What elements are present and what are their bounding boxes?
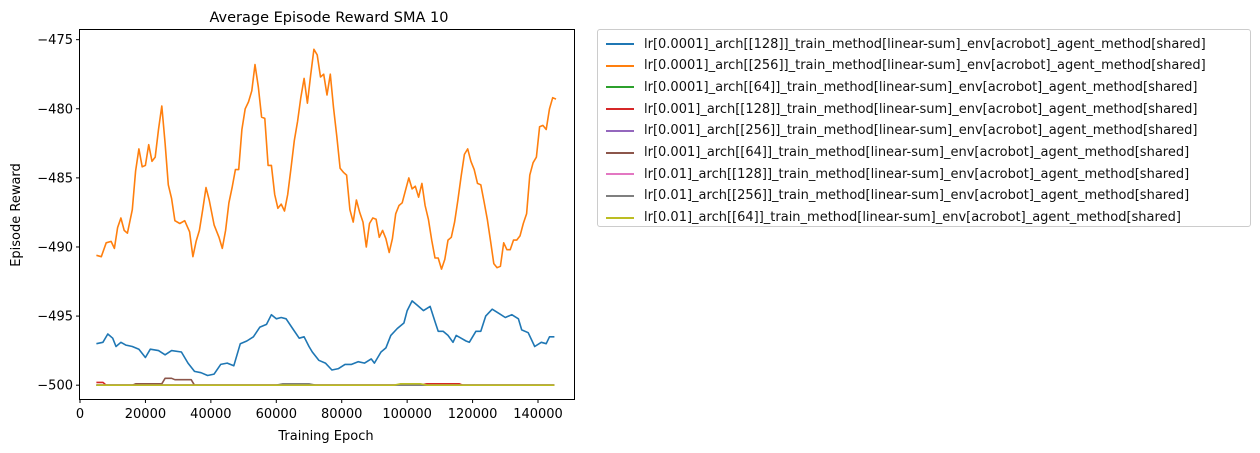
legend-swatch-7 — [606, 194, 634, 197]
legend-entry-8: lr[0.01]_arch[[64]]_train_method[linear-… — [606, 208, 1181, 228]
y-tick-label-2: −490 — [37, 240, 73, 255]
legend-label-5: lr[0.001]_arch[[64]]_train_method[linear… — [644, 145, 1190, 160]
legend-swatch-6 — [606, 173, 634, 176]
x-tick-label-6: 120000 — [448, 407, 498, 422]
legend-swatch-5 — [606, 151, 634, 154]
legend-swatch-1 — [606, 64, 634, 67]
legend-entry-4: lr[0.001]_arch[[256]]_train_method[linea… — [606, 121, 1197, 141]
legend-label-2: lr[0.0001]_arch[[64]]_train_method[linea… — [644, 79, 1198, 95]
x-tick-label-3: 60000 — [256, 407, 297, 422]
series-line-0 — [96, 300, 555, 377]
chart-legend: lr[0.0001]_arch[[128]]_train_method[line… — [597, 29, 1251, 227]
legend-entry-2: lr[0.0001]_arch[[64]]_train_method[linea… — [606, 77, 1197, 97]
legend-entry-1: lr[0.0001]_arch[[256]]_train_method[line… — [606, 56, 1206, 76]
x-tick-label-4: 80000 — [321, 407, 362, 422]
series-line-8 — [96, 382, 555, 387]
x-tick-label-2: 40000 — [190, 407, 231, 422]
legend-label-8: lr[0.01]_arch[[64]]_train_method[linear-… — [644, 210, 1181, 226]
y-axis-ticks: −500 −495 −490 −485 −480 −475 — [37, 33, 80, 394]
y-axis-label: Episode Reward — [9, 163, 24, 267]
x-axis-label: Training Epoch — [277, 429, 373, 444]
x-tick-label-7: 140000 — [513, 407, 563, 422]
y-tick-label-1: −495 — [37, 310, 73, 325]
series-line-1 — [96, 48, 557, 270]
chart-title: Average Episode Reward SMA 10 — [209, 10, 448, 26]
plot-frame — [79, 29, 575, 400]
y-tick-label-0: −500 — [37, 379, 73, 394]
legend-label-6: lr[0.01]_arch[[128]]_train_method[linear… — [644, 166, 1190, 182]
x-tick-label-0: 0 — [76, 407, 84, 422]
y-tick-label-4: −480 — [37, 102, 73, 117]
legend-label-4: lr[0.001]_arch[[256]]_train_method[linea… — [644, 123, 1198, 139]
series-line-5 — [96, 377, 555, 387]
legend-swatch-3 — [606, 108, 634, 111]
y-tick-label-5: −475 — [37, 33, 73, 48]
x-axis-ticks: 0 20000 40000 60000 80000 100000 120000 140000 — [76, 399, 563, 422]
legend-swatch-8 — [606, 216, 634, 219]
legend-label-7: lr[0.01]_arch[[256]]_train_method[linear… — [644, 188, 1190, 204]
legend-label-0: lr[0.0001]_arch[[128]]_train_method[line… — [644, 36, 1206, 52]
legend-label-3: lr[0.001]_arch[[128]]_train_method[linea… — [644, 101, 1198, 117]
legend-label-1: lr[0.0001]_arch[[256]]_train_method[line… — [644, 58, 1206, 74]
legend-swatch-0 — [606, 43, 634, 45]
y-tick-label-3: −485 — [37, 171, 73, 186]
legend-entry-5: lr[0.001]_arch[[64]]_train_method[linear… — [606, 143, 1189, 163]
legend-entry-0: lr[0.0001]_arch[[128]]_train_method[line… — [606, 34, 1206, 54]
legend-swatch-2 — [606, 86, 634, 89]
legend-entry-6: lr[0.01]_arch[[128]]_train_method[linear… — [606, 164, 1189, 184]
x-tick-label-1: 20000 — [125, 407, 166, 422]
legend-entry-3: lr[0.001]_arch[[128]]_train_method[linea… — [606, 99, 1197, 119]
x-tick-label-5: 100000 — [382, 407, 432, 422]
legend-entry-7: lr[0.01]_arch[[256]]_train_method[linear… — [606, 186, 1189, 206]
plot-lines — [96, 48, 557, 387]
legend-swatch-4 — [606, 129, 634, 132]
